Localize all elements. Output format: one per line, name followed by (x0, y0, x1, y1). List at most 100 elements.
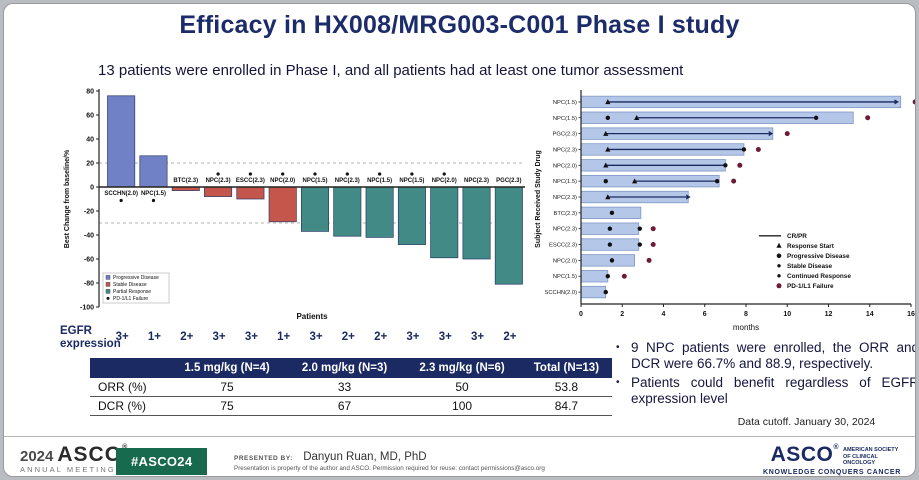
event-dot (741, 147, 747, 152)
subtitle: 13 patients were enrolled in Phase I, an… (98, 62, 684, 79)
bullet-list: • 9 NPC patients were enrolled, the ORR a… (616, 340, 915, 410)
table-cell: 75 (168, 396, 286, 416)
table-row-label: DCR (%) (90, 396, 169, 416)
swimmer-axes: 0 2 4 6 8 10 12 14 16 (579, 90, 915, 318)
svg-text:PD-1/L1 Failure: PD-1/L1 Failure (113, 296, 148, 302)
table-row: ORR (%) 75 33 50 53.8 (90, 378, 612, 397)
pd1-failure-dot (119, 198, 123, 203)
slide: Efficacy in HX008/MRG003-C001 Phase I st… (3, 3, 916, 477)
egfr-value: 2+ (341, 331, 355, 343)
pd1-failure-dot (216, 172, 220, 176)
swimmer-row-label: NPC(2.0) (553, 258, 577, 264)
svg-text:PD-1/L1 Failure: PD-1/L1 Failure (787, 283, 834, 290)
svg-text:Stable Disease: Stable Disease (787, 263, 833, 270)
event-dot (605, 115, 611, 120)
logo-meeting-text: ANNUAL MEETING (20, 465, 116, 474)
pd1-failure-dot (865, 115, 871, 121)
waterfall-bar-label: NPC(1.5) (141, 191, 166, 197)
footer-divider (4, 436, 915, 437)
waterfall-bar-label: NPC(2.3) (206, 178, 231, 184)
egfr-value: 3+ (309, 331, 323, 343)
waterfall-bar-label: NPC(2.0) (432, 178, 457, 184)
svg-text:16: 16 (907, 311, 915, 318)
table-cell: 50 (403, 378, 521, 397)
swimmer-row-label: PGC(2.3) (553, 132, 578, 138)
swimmer-y-title: Subject Received Study Drug (535, 150, 542, 248)
swimmer-row-label: NPC(2.0) (553, 163, 577, 169)
swimmer-row-label: NPC(2.3) (553, 227, 577, 233)
bullet-item: • 9 NPC patients were enrolled, the ORR a… (616, 340, 915, 373)
swimmer-row-label: SCCHN(2.0) (544, 290, 577, 296)
results-table: 1.5 mg/kg (N=4) 2.0 mg/kg (N=3) 2.3 mg/kg … (90, 358, 612, 416)
page-title: Efficacy in HX008/MRG003-C001 Phase I st… (179, 11, 740, 39)
event-dot (607, 242, 613, 247)
waterfall-bar-label: SCCHN(2.0) (104, 191, 138, 197)
response-start-triangle (605, 99, 611, 105)
egfr-value: 3+ (244, 331, 258, 343)
svg-text:-80: -80 (84, 280, 94, 287)
bullet-marker: • (616, 376, 620, 388)
pd1-failure-dot (345, 172, 349, 176)
ongoing-arrow (686, 194, 691, 200)
ongoing-arrow (894, 99, 899, 105)
waterfall-bar (236, 186, 265, 200)
svg-text:0: 0 (579, 311, 583, 318)
svg-text:-20: -20 (84, 208, 94, 215)
hashtag-badge: #ASCO24 (116, 448, 208, 475)
waterfall-bar-label: PGC(2.3) (496, 178, 521, 184)
svg-text:4: 4 (662, 311, 666, 318)
svg-text:2: 2 (620, 311, 624, 318)
svg-text:-60: -60 (84, 256, 94, 263)
waterfall-bar-label: NPC(1.5) (367, 178, 392, 184)
swimmer-x-title: months (733, 323, 759, 332)
waterfall-bar (462, 186, 491, 260)
waterfall-bar (300, 186, 330, 232)
table-cell: 84.7 (520, 396, 612, 416)
egfr-expression-label: EGFR expression (60, 325, 121, 351)
waterfall-bar (494, 186, 523, 285)
svg-text:Progressive Disease: Progressive Disease (787, 253, 850, 260)
svg-text:40: 40 (86, 136, 94, 143)
swimmer-rows: NPC(1.5) NPC(1.5) PGC(2.3) NPC(2.3) NPC(2.0)… (544, 95, 915, 299)
svg-text:Continued Response: Continued Response (787, 273, 851, 280)
event-dot (637, 242, 642, 247)
egfr-value: 3+ (471, 331, 485, 343)
egfr-value: 2+ (374, 331, 388, 343)
swimmer-row-label: NPC(2.3) (553, 147, 577, 153)
event-dot (723, 163, 728, 168)
waterfall-bar (365, 186, 394, 238)
swimmer-bar (580, 254, 636, 267)
table-row: DCR (%) 75 67 100 84.7 (90, 396, 612, 416)
egfr-value: 2+ (503, 331, 517, 343)
response-start-triangle (632, 178, 638, 184)
asco-society-logo: ASCO® AMERICAN SOCIETY OF CLINICAL ONCOL… (741, 444, 901, 476)
waterfall-bar-label: NPC(2.3) (335, 178, 360, 184)
results-table-header: 1.5 mg/kg (N=4) 2.0 mg/kg (N=3) 2.3 mg/kg … (90, 358, 612, 378)
asco-annual-meeting-logo: 2024 ASCO® ANNUAL MEETING (20, 444, 128, 474)
event-dot (605, 274, 611, 279)
waterfall-bar (268, 186, 297, 223)
waterfall-bar-label: BTC(2.3) (173, 178, 198, 184)
pd1-failure-dot (737, 162, 743, 168)
response-start-triangle (603, 162, 609, 168)
pd1-failure-dot (650, 242, 656, 248)
svg-text:Stable Disease: Stable Disease (113, 282, 147, 288)
results-table-body: ORR (%) 75 33 50 53.8 DCR (%) 75 67 100 84.7 (90, 378, 612, 416)
pd1-failure-dot (313, 172, 317, 176)
waterfall-bars: SCCHN(2.0) NPC(1.5)BTC(2.3) NPC(2.3) ESCC(2… (104, 95, 523, 285)
pd1-failure-dot (281, 172, 285, 176)
presented-by-label: PRESENTED BY: (234, 455, 293, 462)
table-column-header: Total (N=13) (520, 358, 612, 378)
egfr-value: 3+ (438, 331, 452, 343)
svg-text:Partial Response: Partial Response (113, 289, 151, 295)
egfr-expression-values: 3+ 1+ 2+ 3+ 3+ 1+ 3+ 2+ 2+ 3+ 3+ 3+ 2+ (106, 331, 526, 343)
waterfall-bar (333, 186, 362, 237)
svg-text:60: 60 (86, 112, 94, 119)
pd1-failure-dot (646, 257, 652, 263)
response-start-triangle (605, 146, 611, 152)
table-column-header: 2.3 mg/kg (N=6) (403, 358, 521, 378)
svg-text:0: 0 (90, 184, 94, 191)
pd1-failure-dot (650, 226, 656, 232)
pd1-failure-dot (442, 172, 446, 176)
event-dot (603, 178, 608, 184)
